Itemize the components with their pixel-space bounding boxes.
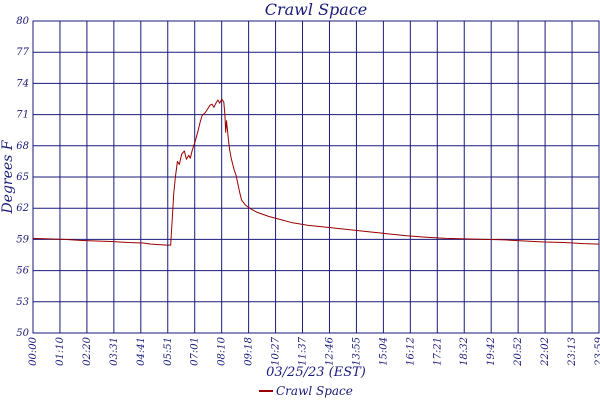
y-tick-label: 53: [16, 297, 29, 308]
x-tick-label: 19:42: [486, 337, 497, 366]
x-tick-label: 10:27: [271, 336, 282, 365]
series-layer: [32, 98, 600, 246]
x-tick-label: 20:52: [513, 337, 524, 367]
y-tick-label: 65: [16, 172, 29, 183]
legend: Crawl Space: [259, 384, 353, 398]
y-tick-label: 56: [16, 266, 29, 277]
x-tick-labels: 00:00 01:10 02:20 03:31 04:41 05:51 07:01 08:10…: [28, 336, 600, 366]
x-tick-label: 23:13: [567, 337, 578, 367]
x-tick-label: 01:10: [55, 336, 66, 365]
y-axis-label: Degrees F: [0, 139, 16, 214]
y-tick-labels: 50 53 56 59 62 65 68 71 74 77 80: [16, 16, 29, 339]
y-tick-label: 71: [16, 110, 29, 121]
y-tick-label: 77: [16, 47, 29, 58]
x-tick-label: 17:21: [432, 337, 443, 366]
x-tick-label: 02:20: [82, 336, 93, 365]
chart-title: Crawl Space: [265, 0, 368, 19]
y-tick-label: 74: [16, 78, 29, 89]
x-tick-label: 08:10: [217, 336, 228, 365]
x-tick-label: 18:32: [459, 337, 470, 366]
x-tick-label: 23:59: [594, 336, 600, 366]
legend-label-crawl-space: Crawl Space: [276, 384, 353, 398]
y-tick-label: 62: [16, 203, 29, 214]
y-tick-label: 68: [16, 141, 29, 152]
y-tick-label: 59: [16, 234, 29, 245]
x-tick-label: 04:41: [136, 337, 147, 366]
x-tick-label: 22:02: [540, 337, 551, 367]
x-tick-label: 15:04: [378, 337, 389, 366]
x-tick-label: 03:31: [109, 337, 120, 366]
x-tick-label: 12:46: [324, 336, 335, 365]
y-tick-label: 50: [16, 328, 29, 339]
x-axis-label: 03/25/23 (EST): [266, 365, 366, 380]
grid-lines: [33, 21, 599, 333]
x-tick-label: 16:12: [405, 337, 416, 366]
x-tick-label: 00:00: [28, 336, 39, 365]
series-line-crawl-space: [32, 98, 600, 246]
x-tick-label: 13:55: [351, 337, 362, 366]
x-tick-label: 07:01: [190, 337, 201, 366]
x-tick-label: 09:18: [244, 337, 255, 366]
y-tick-label: 80: [16, 16, 29, 27]
x-tick-label: 05:51: [163, 337, 174, 366]
x-tick-label: 11:37: [298, 336, 309, 365]
